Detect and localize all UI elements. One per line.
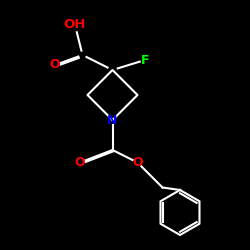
Text: OH: OH [64, 18, 86, 32]
Text: O: O [50, 58, 60, 71]
Text: O: O [75, 156, 85, 169]
Text: F: F [141, 54, 149, 66]
Text: N: N [107, 114, 118, 126]
Text: O: O [132, 156, 143, 169]
